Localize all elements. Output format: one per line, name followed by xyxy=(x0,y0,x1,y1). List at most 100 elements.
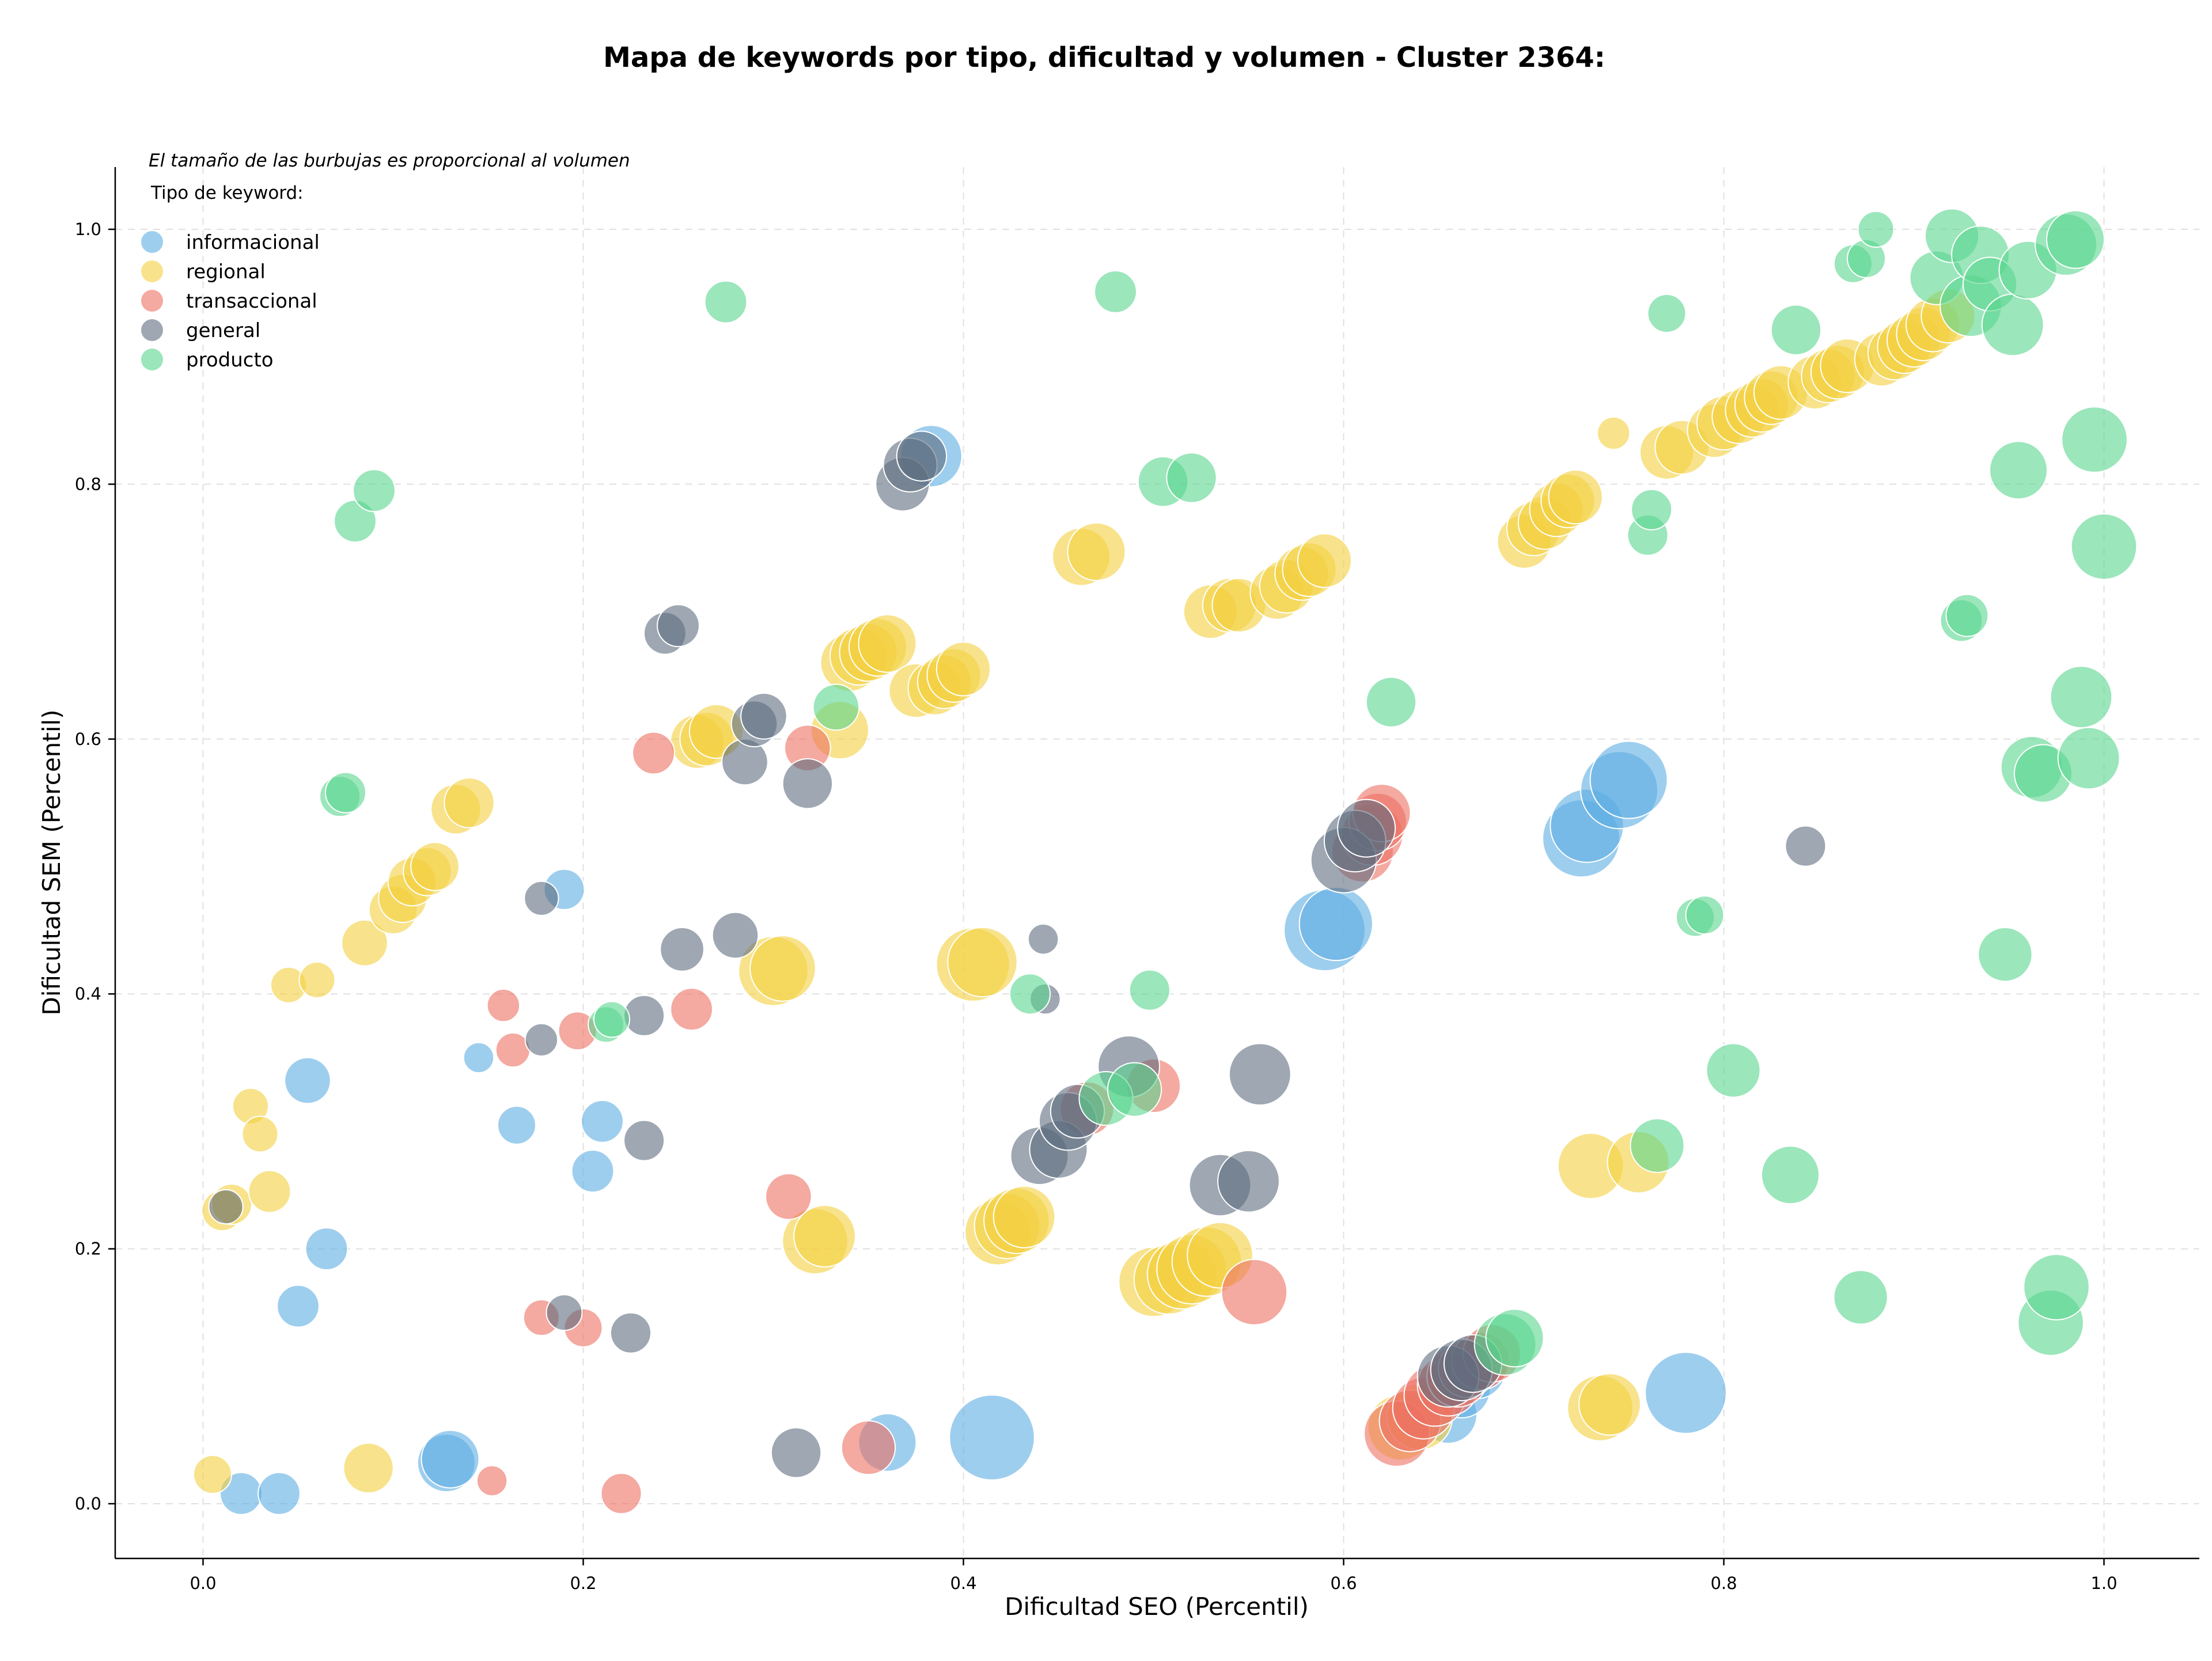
bubble-general xyxy=(623,1119,665,1161)
bubble-producto xyxy=(2070,513,2138,580)
bubble-informacional xyxy=(1645,1352,1727,1435)
bubble-regional xyxy=(993,1185,1056,1248)
bubble-general xyxy=(896,430,948,482)
series-regional xyxy=(193,288,1976,1494)
bubble-informacional xyxy=(463,1042,495,1074)
bubble-informacional xyxy=(497,1106,536,1145)
bubble-producto xyxy=(593,1001,630,1038)
bubble-transaccional xyxy=(670,987,713,1031)
series-producto xyxy=(319,208,2138,1376)
bubble-transaccional xyxy=(765,1173,812,1220)
bubble-general xyxy=(1785,825,1827,867)
bubble-regional xyxy=(341,919,388,967)
bubble-general xyxy=(1228,1043,1291,1106)
bubble-general xyxy=(770,1427,822,1478)
bubble-producto xyxy=(1945,593,1989,637)
bubble-general xyxy=(1217,1149,1280,1213)
bubble-informacional xyxy=(276,1284,320,1328)
legend-label-informacional: informacional xyxy=(186,231,320,254)
ticks: 0.0 0.2 0.4 0.6 0.8 1.0 0.0 0.2 0.4 0.6 0.8 1.0 xyxy=(75,220,2118,1593)
bubble-general xyxy=(623,994,665,1036)
bubble-general xyxy=(660,927,704,972)
y-tick-label: 0.2 xyxy=(75,1239,101,1259)
bubble-producto xyxy=(353,469,396,512)
x-tick-label: 1.0 xyxy=(2090,1573,2117,1593)
bubble-producto xyxy=(1989,441,2048,500)
bubble-regional xyxy=(1548,469,1603,525)
bubble-general xyxy=(657,604,700,648)
bubble-informacional xyxy=(257,1471,301,1515)
bubble-producto xyxy=(2023,1254,2090,1321)
series-general xyxy=(208,430,1827,1478)
y-tick-label: 0.6 xyxy=(75,729,101,749)
bubble-producto xyxy=(1706,1043,1761,1098)
bubble-regional xyxy=(193,1455,232,1494)
bubble-regional xyxy=(241,1115,279,1153)
bubble-regional xyxy=(749,935,816,1002)
bubble-producto xyxy=(1981,293,2044,357)
legend-marker-informacional xyxy=(141,231,163,253)
bubble-producto xyxy=(1833,1270,1888,1325)
y-axis-label: Dificultad SEM (Percentil) xyxy=(37,710,66,1016)
x-tick-label: 0.2 xyxy=(570,1573,596,1593)
legend-marker-producto xyxy=(141,349,163,370)
legend-label-regional: regional xyxy=(186,260,266,283)
y-tick-label: 0.4 xyxy=(75,984,101,1004)
legend: informacional regional transaccional genera… xyxy=(141,231,320,372)
bubble-regional xyxy=(858,614,917,673)
bubble-layer xyxy=(193,208,2138,1515)
bubble-transaccional xyxy=(1221,1259,1288,1326)
bubble-informacional xyxy=(1589,740,1668,819)
bubble-producto xyxy=(1685,895,1725,935)
bubble-regional xyxy=(947,926,1018,998)
bubble-regional xyxy=(410,842,460,891)
bubble-producto xyxy=(325,771,366,814)
bubble-regional xyxy=(444,777,495,828)
bubble-producto xyxy=(1761,1145,1820,1205)
bubble-producto xyxy=(2061,406,2128,473)
bubble-producto xyxy=(1630,1118,1685,1174)
legend-marker-general xyxy=(141,319,163,341)
axes xyxy=(114,167,2199,1560)
bubble-informacional xyxy=(581,1100,624,1143)
bubble-regional xyxy=(1067,522,1126,581)
bubble-transaccional xyxy=(600,1473,642,1515)
bubble-producto xyxy=(2057,727,2120,790)
bubble-producto xyxy=(1107,1062,1162,1117)
legend-label-producto: producto xyxy=(186,349,274,372)
x-tick-label: 0.6 xyxy=(1330,1573,1357,1593)
y-tick-label: 0.0 xyxy=(75,1494,101,1514)
bubble-general xyxy=(208,1189,244,1225)
legend-title: Tipo de keyword: xyxy=(150,183,304,203)
bubble-producto xyxy=(1770,304,1822,355)
bubble-general xyxy=(524,1023,559,1057)
bubble-producto xyxy=(1128,969,1171,1011)
x-tick-label: 0.8 xyxy=(1710,1573,1737,1593)
bubble-general xyxy=(524,880,559,916)
bubble-general xyxy=(782,758,834,809)
bubble-producto xyxy=(812,683,860,731)
y-tick-label: 0.8 xyxy=(75,474,101,494)
bubble-informacional xyxy=(949,1394,1035,1481)
y-tick-label: 1.0 xyxy=(75,220,101,239)
bubble-informacional xyxy=(571,1149,615,1193)
legend-label-transaccional: transaccional xyxy=(186,290,317,313)
bubble-transaccional xyxy=(476,1465,508,1497)
bubble-regional xyxy=(248,1170,291,1213)
x-axis-label: Dificultad SEO (Percentil) xyxy=(1005,1592,1309,1621)
bubble-general xyxy=(711,911,759,959)
bubble-regional xyxy=(1297,533,1353,588)
bubble-producto xyxy=(1857,211,1895,248)
chart-title: Mapa de keywords por tipo, dificultad y … xyxy=(603,41,1605,74)
x-tick-label: 0.0 xyxy=(190,1573,216,1593)
bubble-regional xyxy=(1578,1373,1641,1436)
bubble-general xyxy=(1027,923,1059,955)
bubble-informacional xyxy=(421,1429,480,1489)
bubble-producto xyxy=(2046,210,2105,269)
bubble-general xyxy=(740,693,787,740)
bubble-regional xyxy=(298,961,336,998)
legend-marker-regional xyxy=(141,260,163,282)
bubble-regional xyxy=(343,1442,394,1494)
bubble-producto xyxy=(1631,489,1673,531)
